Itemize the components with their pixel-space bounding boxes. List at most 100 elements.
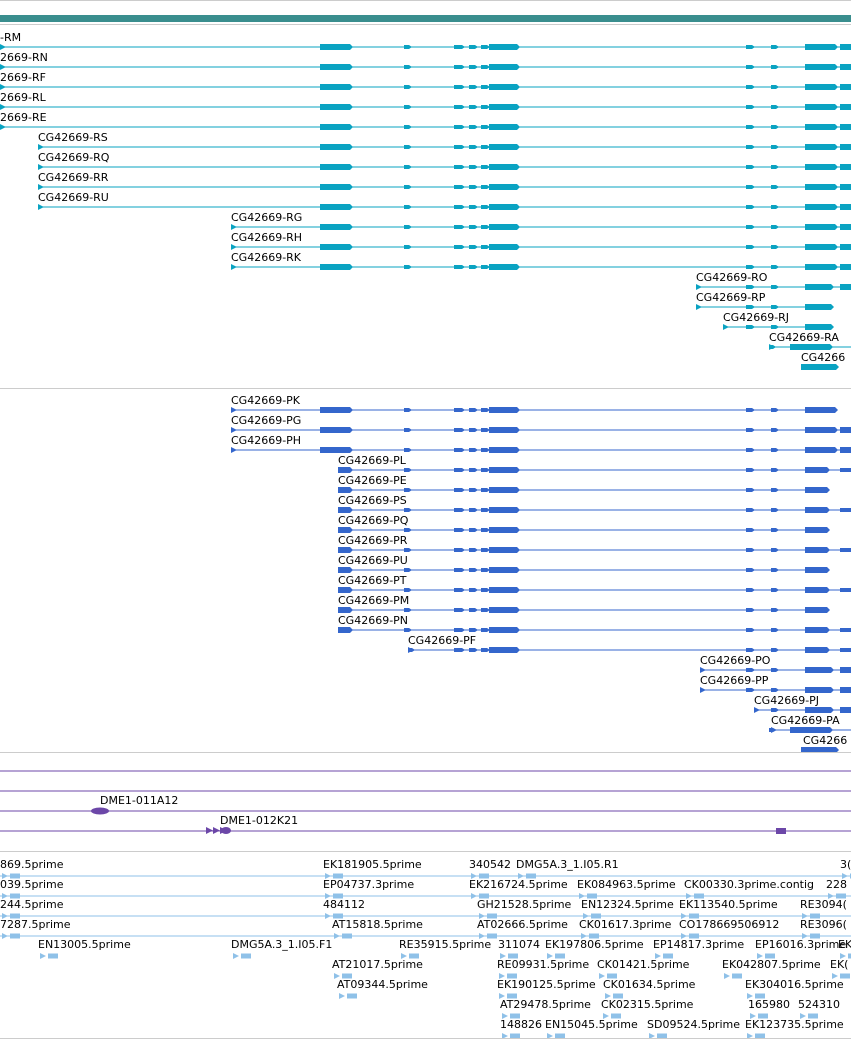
est-7287-5prime[interactable]: 7287.5prime bbox=[0, 918, 71, 939]
est-at02666-5prime[interactable]: AT02666.5prime bbox=[477, 918, 568, 939]
est-ck01617-3prime[interactable]: CK01617.3prime bbox=[579, 918, 672, 939]
rna-transcript-cg42669-rr[interactable]: CG42669-RR bbox=[38, 171, 851, 190]
protein-transcript-cg4266[interactable]: CG4266 bbox=[801, 734, 847, 753]
strand-arrow-icon bbox=[0, 104, 6, 110]
rna-transcript-cg42669-rs[interactable]: CG42669-RS bbox=[38, 131, 851, 150]
rna-transcript-2669-rf[interactable]: 2669-RF bbox=[0, 71, 851, 90]
est-ek181905-5prime[interactable]: EK181905.5prime bbox=[323, 858, 422, 879]
est-ek084963-5prime[interactable]: EK084963.5prime bbox=[577, 878, 676, 899]
est-ck01421-5prime[interactable]: CK01421.5prime bbox=[597, 958, 690, 979]
est-ek190125-5prime[interactable]: EK190125.5prime bbox=[497, 978, 596, 999]
est-ek216724-5prime[interactable]: EK216724.5prime bbox=[469, 878, 568, 899]
protein-transcript-cg42669-pp[interactable]: CG42669-PP bbox=[700, 674, 851, 693]
est-165980[interactable]: 165980 bbox=[748, 998, 790, 1019]
protein-transcript-cg42669-ps[interactable]: CG42669-PS bbox=[338, 494, 851, 513]
rna-transcript-exon bbox=[454, 45, 465, 49]
protein-transcript-cg42669-po[interactable]: CG42669-PO bbox=[700, 654, 851, 673]
est-re3094[interactable]: RE3094( bbox=[800, 898, 847, 919]
rna-transcript-cg42669-rh[interactable]: CG42669-RH bbox=[231, 231, 851, 250]
protein-transcript-exon bbox=[805, 447, 838, 453]
est-en15045-5prime[interactable]: EN15045.5prime bbox=[545, 1018, 638, 1039]
est-ck02315-5prime[interactable]: CK02315.5prime bbox=[601, 998, 694, 1019]
protein-transcript-cg42669-pu[interactable]: CG42669-PU bbox=[338, 554, 830, 573]
est-244-5prime[interactable]: 244.5prime bbox=[0, 898, 64, 919]
est-sd09524-5prime[interactable]: SD09524.5prime bbox=[647, 1018, 740, 1039]
est-039-5prime[interactable]: 039.5prime bbox=[0, 878, 64, 899]
rna-transcript-2669-rl[interactable]: 2669-RL bbox=[0, 91, 851, 110]
est-ek[interactable]: EK( bbox=[838, 938, 851, 959]
est-228[interactable]: 228 bbox=[826, 878, 847, 899]
rna-transcript-cg42669-rg[interactable]: CG42669-RG bbox=[231, 211, 851, 230]
est-at21017-5prime[interactable]: AT21017.5prime bbox=[332, 958, 423, 979]
protein-transcript-exon bbox=[771, 468, 779, 472]
protein-transcript-cg42669-pl[interactable]: CG42669-PL bbox=[338, 454, 851, 473]
protein-transcript-cg42669-pj[interactable]: CG42669-PJ bbox=[754, 694, 851, 713]
rna-transcript-cg42669-rj[interactable]: CG42669-RJ bbox=[723, 311, 834, 330]
protein-transcript-exon bbox=[489, 647, 520, 653]
est-at15818-5prime[interactable]: AT15818.5prime bbox=[332, 918, 423, 939]
est-ek042807-5prime[interactable]: EK042807.5prime bbox=[722, 958, 821, 979]
protein-transcript-cg42669-pe[interactable]: CG42669-PE bbox=[338, 474, 830, 493]
est-484112[interactable]: 484112 bbox=[323, 898, 365, 919]
clone-row-3[interactable] bbox=[0, 828, 851, 834]
est-gh21528-5prime[interactable]: GH21528.5prime bbox=[477, 898, 572, 919]
rna-transcript-cg42669-rp[interactable]: CG42669-RP bbox=[696, 291, 834, 310]
rna-transcript-cg42669-ra[interactable]: CG42669-RA bbox=[769, 331, 851, 350]
est-re35915-5prime[interactable]: RE35915.5prime bbox=[399, 938, 491, 959]
protein-transcript-exon bbox=[404, 568, 412, 572]
est-ek197806-5prime[interactable]: EK197806.5prime bbox=[545, 938, 644, 959]
clone-dme1-011a12[interactable]: DME1-011A12 bbox=[0, 790, 851, 815]
est-ep04737-3prime[interactable]: EP04737.3prime bbox=[323, 878, 414, 899]
protein-transcript-cg42669-pq[interactable]: CG42669-PQ bbox=[338, 514, 830, 533]
est-ck00330-3prime-contig[interactable]: CK00330.3prime.contig bbox=[684, 878, 814, 899]
rna-transcript-exon bbox=[805, 264, 838, 270]
rna-transcript-cg42669-rq[interactable]: CG42669-RQ bbox=[38, 151, 851, 170]
est-arrow-icon bbox=[502, 1033, 508, 1039]
rna-transcript-2669-re[interactable]: 2669-RE bbox=[0, 111, 851, 130]
protein-transcript-cg42669-pg[interactable]: CG42669-PG bbox=[231, 414, 851, 433]
est-co178669506912[interactable]: CO178669506912 bbox=[679, 918, 779, 939]
est-ek123735-5prime[interactable]: EK123735.5prime bbox=[745, 1018, 844, 1039]
rna-transcript-exon bbox=[805, 44, 838, 50]
est-at29478-5prime[interactable]: AT29478.5prime bbox=[500, 998, 591, 1019]
est-at09344-5prime[interactable]: AT09344.5prime bbox=[337, 978, 428, 999]
est-869-5prime[interactable]: 869.5prime bbox=[0, 858, 64, 879]
est-ek[interactable]: EK( bbox=[830, 958, 850, 979]
est-label: RE3094( bbox=[800, 898, 847, 911]
protein-transcript-cg42669-ph[interactable]: CG42669-PH bbox=[231, 434, 851, 453]
est-148826[interactable]: 148826 bbox=[500, 1018, 542, 1039]
protein-transcript-exon bbox=[320, 427, 353, 433]
protein-transcript-cg42669-pa[interactable]: CG42669-PA bbox=[769, 714, 851, 733]
rna-transcript-cg42669-ro[interactable]: CG42669-RO bbox=[696, 271, 851, 290]
rna-transcript-cg4266[interactable]: CG4266 bbox=[801, 351, 845, 370]
est-ep16016-3prime[interactable]: EP16016.3prime bbox=[755, 938, 846, 959]
est-ep14817-3prime[interactable]: EP14817.3prime bbox=[653, 938, 744, 959]
est-dmg5a-3-1-i05-r1[interactable]: DMG5A.3_1.I05.R1 bbox=[516, 858, 619, 879]
protein-transcript-cg42669-pn[interactable]: CG42669-PN bbox=[338, 614, 851, 633]
est-en13005-5prime[interactable]: EN13005.5prime bbox=[38, 938, 131, 959]
rna-transcript-exon bbox=[746, 105, 755, 109]
rna-transcript-cg42669-rk[interactable]: CG42669-RK bbox=[231, 251, 851, 270]
protein-transcript-cg42669-pm[interactable]: CG42669-PM bbox=[338, 594, 830, 613]
est-ek304016-5prime[interactable]: EK304016.5prime bbox=[745, 978, 844, 999]
est-dmg5a-3-1-i05-f1[interactable]: DMG5A.3_1.I05.F1 bbox=[231, 938, 332, 959]
est-340542[interactable]: 340542 bbox=[469, 858, 511, 879]
protein-transcript-cg42669-pk[interactable]: CG42669-PK bbox=[231, 394, 838, 413]
est-524310[interactable]: 524310 bbox=[798, 998, 840, 1019]
clone-dme1-012k21[interactable]: DME1-012K21 bbox=[0, 810, 851, 834]
protein-transcript-exon bbox=[840, 427, 851, 433]
rna-transcript-rm[interactable]: -RM bbox=[0, 31, 851, 50]
rna-transcript-2669-rn[interactable]: 2669-RN bbox=[0, 51, 851, 70]
est-ck01634-5prime[interactable]: CK01634.5prime bbox=[603, 978, 696, 999]
est-arrow-icon bbox=[840, 953, 846, 959]
est-311074[interactable]: 311074 bbox=[498, 938, 540, 959]
protein-transcript-cg42669-pr[interactable]: CG42669-PR bbox=[338, 534, 851, 553]
est-re3096[interactable]: RE3096( bbox=[800, 918, 847, 939]
rna-transcript-cg42669-ru[interactable]: CG42669-RU bbox=[38, 191, 851, 210]
protein-transcript-cg42669-pt[interactable]: CG42669-PT bbox=[338, 574, 851, 593]
protein-transcript-cg42669-pf[interactable]: CG42669-PF bbox=[408, 634, 851, 653]
est-ek113540-5prime[interactable]: EK113540.5prime bbox=[679, 898, 778, 919]
est-en12324-5prime[interactable]: EN12324.5prime bbox=[581, 898, 674, 919]
est-re09931-5prime[interactable]: RE09931.5prime bbox=[497, 958, 589, 979]
